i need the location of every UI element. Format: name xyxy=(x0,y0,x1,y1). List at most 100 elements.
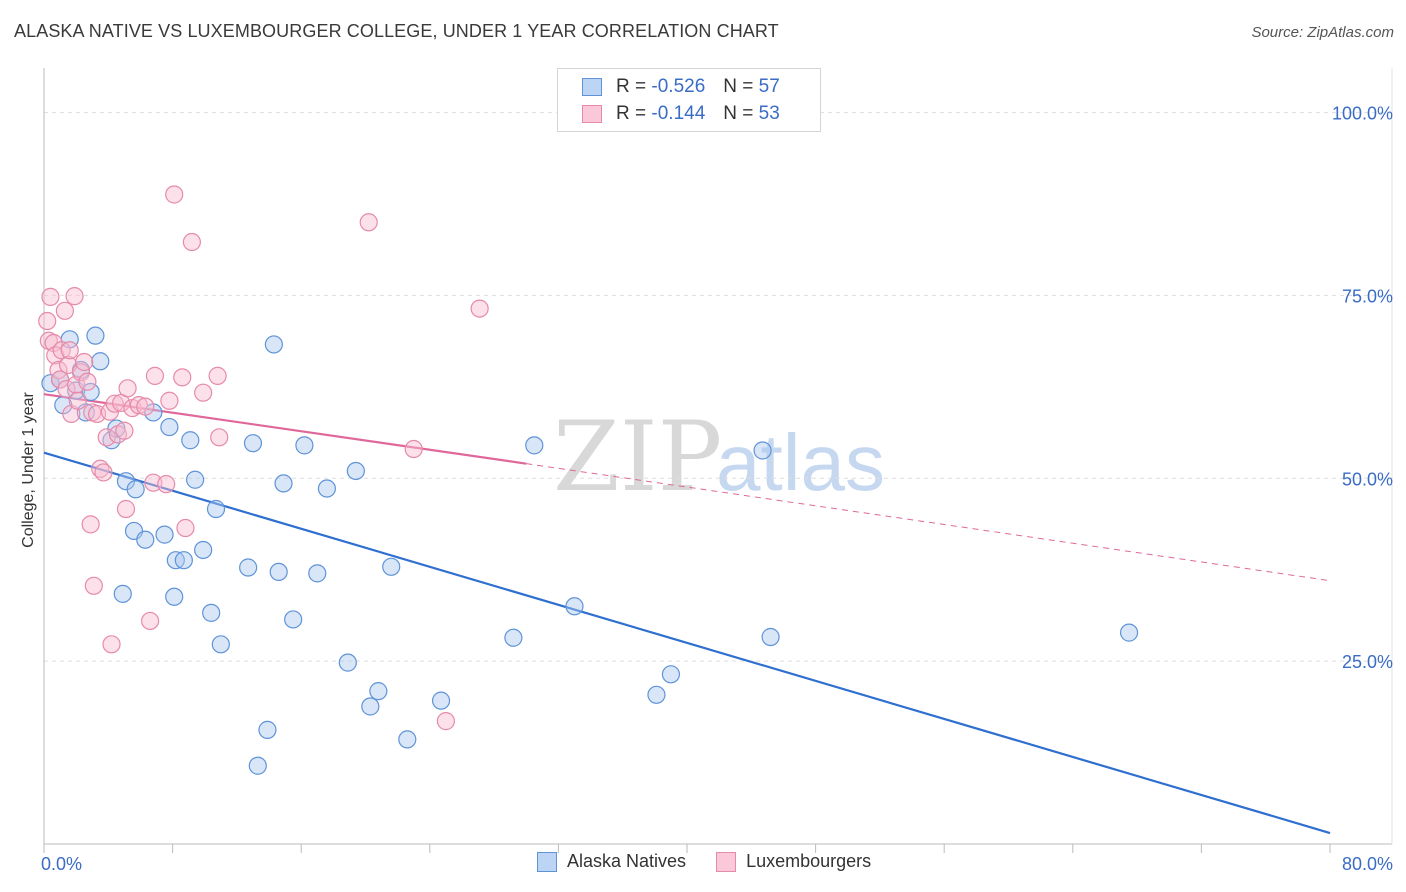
point-luxembourger xyxy=(404,439,423,459)
source-label: Source: ZipAtlas.com xyxy=(1251,24,1394,41)
legend-label-alaska-natives: Alaska Natives xyxy=(567,851,687,871)
point-luxembourger xyxy=(194,383,213,402)
point-luxembourger xyxy=(50,370,70,389)
point-alaska-native xyxy=(369,682,388,701)
point-luxembourger xyxy=(65,287,84,306)
x-tick-label: 0.0% xyxy=(41,854,82,874)
point-alaska-native xyxy=(1119,623,1139,642)
watermark-atlas: atlas xyxy=(716,418,885,507)
point-alaska-native xyxy=(398,730,417,749)
point-alaska-native xyxy=(160,417,179,437)
point-luxembourger xyxy=(55,301,74,320)
point-luxembourger xyxy=(78,372,97,391)
y-tick-label: 25.0% xyxy=(1342,652,1393,672)
grid-lines xyxy=(44,112,1392,662)
legend-n-label: N = xyxy=(723,103,754,124)
legend-label-luxembourgers: Luxembourgers xyxy=(746,851,872,871)
chart-title: ALASKA NATIVE VS LUXEMBOURGER COLLEGE, U… xyxy=(14,21,779,41)
point-luxembourger xyxy=(94,463,113,482)
point-alaska-native xyxy=(136,530,155,549)
point-luxembourger xyxy=(97,428,116,447)
legend-r-label: R = xyxy=(616,103,647,124)
point-alaska-native xyxy=(525,436,544,455)
legend-swatch-blue xyxy=(537,851,557,872)
point-luxembourger xyxy=(49,360,68,380)
point-alaska-native xyxy=(504,628,523,647)
point-alaska-native xyxy=(239,558,258,577)
point-alaska-native xyxy=(346,461,365,481)
point-alaska-native xyxy=(308,564,327,583)
point-alaska-native xyxy=(113,584,132,603)
point-alaska-native xyxy=(81,382,100,402)
point-luxembourger xyxy=(208,366,227,385)
point-luxembourger xyxy=(140,611,160,631)
point-alaska-native xyxy=(174,551,193,570)
y-tick-label: 50.0% xyxy=(1342,469,1393,489)
legend-r-value: -0.144 xyxy=(651,103,706,124)
point-alaska-native xyxy=(155,525,174,544)
x-tick-label: 80.0% xyxy=(1342,854,1393,874)
point-luxembourger xyxy=(105,394,124,413)
trend-line-alaska-natives xyxy=(43,451,1331,835)
point-luxembourger xyxy=(129,396,148,415)
point-luxembourger xyxy=(165,185,184,204)
point-alaska-native xyxy=(194,540,213,560)
point-alaska-native xyxy=(661,665,681,684)
point-luxembourger xyxy=(470,299,489,318)
point-alaska-native xyxy=(181,431,200,450)
point-alaska-native xyxy=(211,635,230,654)
point-luxembourger xyxy=(38,311,57,331)
point-luxembourger xyxy=(118,379,137,398)
point-luxembourger xyxy=(182,232,201,252)
point-luxembourger xyxy=(102,635,121,654)
legend-swatch-pink xyxy=(716,851,737,872)
point-alaska-native xyxy=(431,691,451,710)
point-alaska-native xyxy=(165,587,184,606)
point-alaska-native xyxy=(295,436,314,455)
point-luxembourger xyxy=(41,287,60,306)
point-alaska-native xyxy=(274,474,293,493)
point-alaska-native xyxy=(338,653,357,672)
point-luxembourger xyxy=(136,397,155,416)
point-alaska-native xyxy=(258,720,277,739)
point-alaska-native xyxy=(317,479,337,498)
point-alaska-native xyxy=(206,499,226,519)
point-luxembourger xyxy=(176,518,195,538)
point-luxembourger xyxy=(436,712,455,731)
point-luxembourger xyxy=(68,391,87,410)
legend-n-value: 57 xyxy=(758,76,780,97)
point-alaska-native xyxy=(565,597,584,616)
point-luxembourger xyxy=(359,213,378,232)
point-alaska-native xyxy=(86,326,105,345)
point-luxembourger xyxy=(116,499,136,519)
watermark: ZIP atlas xyxy=(553,401,885,513)
point-alaska-native xyxy=(186,470,205,489)
y-tick-label: 100.0% xyxy=(1332,104,1393,124)
legend-swatch-blue xyxy=(582,78,602,96)
point-luxembourger xyxy=(173,368,192,387)
legend-row-alaska: R = -0.526 N = 57 xyxy=(582,74,780,100)
point-luxembourger xyxy=(81,515,100,534)
legend-n-value: 53 xyxy=(758,103,780,124)
legend-r-value: -0.526 xyxy=(651,76,706,97)
tick-labels: 25.0% 50.0% 75.0% 100.0% 0.0% 80.0% xyxy=(41,104,1393,874)
data-points xyxy=(38,185,1139,775)
point-luxembourger xyxy=(84,576,103,595)
point-luxembourger xyxy=(160,391,179,410)
legend-row-luxembourg: R = -0.144 N = 53 xyxy=(582,101,780,127)
point-alaska-native xyxy=(647,685,666,704)
point-alaska-native xyxy=(284,610,303,629)
point-alaska-native xyxy=(269,562,288,582)
watermark-zip: ZIP xyxy=(553,401,722,513)
point-alaska-native xyxy=(761,627,780,647)
point-luxembourger xyxy=(60,341,79,360)
series-legend: Alaska Natives Luxembourgers xyxy=(537,851,901,872)
legend-item-alaska-natives: Alaska Natives xyxy=(537,851,686,872)
y-tick-label: 75.0% xyxy=(1342,286,1393,306)
point-luxembourger xyxy=(71,363,91,382)
axes xyxy=(43,68,1393,853)
point-alaska-native xyxy=(753,441,772,460)
point-alaska-native xyxy=(361,697,380,716)
point-alaska-native xyxy=(126,480,145,499)
